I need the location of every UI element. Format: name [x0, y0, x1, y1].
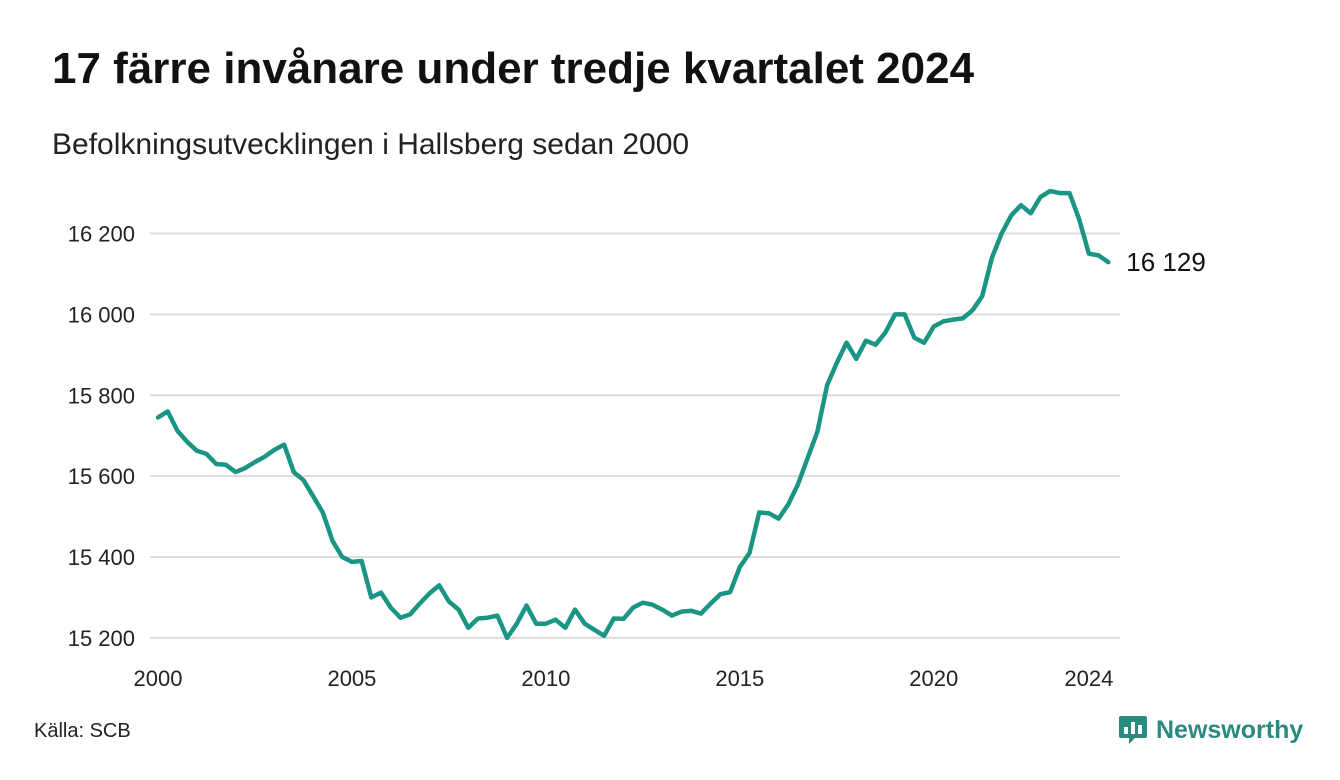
x-tick-label: 2005 [327, 666, 376, 691]
y-tick-label: 15 600 [68, 464, 135, 489]
x-tick-label: 2024 [1064, 666, 1113, 691]
x-tick-label: 2000 [134, 666, 183, 691]
x-tick-label: 2020 [909, 666, 958, 691]
y-tick-label: 15 200 [68, 626, 135, 651]
y-tick-label: 15 800 [68, 383, 135, 408]
grid-lines [150, 232, 1120, 639]
y-tick-label: 15 400 [68, 545, 135, 570]
y-tick-label: 16 200 [68, 222, 135, 247]
chart-title: 17 färre invånare under tredje kvartalet… [52, 44, 975, 93]
x-axis-labels: 2000 2005 2010 2015 2020 2024 [134, 666, 1114, 691]
bar-chart-logo-icon [1119, 716, 1147, 744]
y-tick-label: 16 000 [68, 302, 135, 327]
y-axis-labels: 15 200 15 400 15 600 15 800 16 000 16 200 [68, 222, 135, 651]
chart-subtitle: Befolkningsutvecklingen i Hallsberg seda… [52, 128, 690, 161]
newsworthy-logo: Newsworthy [1118, 714, 1303, 746]
line-chart: 15 200 15 400 15 600 15 800 16 000 16 200 200… [68, 188, 1206, 691]
x-tick-label: 2010 [521, 666, 570, 691]
brand-name: Newsworthy [1156, 715, 1304, 744]
source-note: Källa: SCB [34, 720, 131, 742]
end-value-label: 16 129 [1126, 247, 1206, 277]
population-line [155, 188, 1111, 641]
x-tick-label: 2015 [715, 666, 764, 691]
